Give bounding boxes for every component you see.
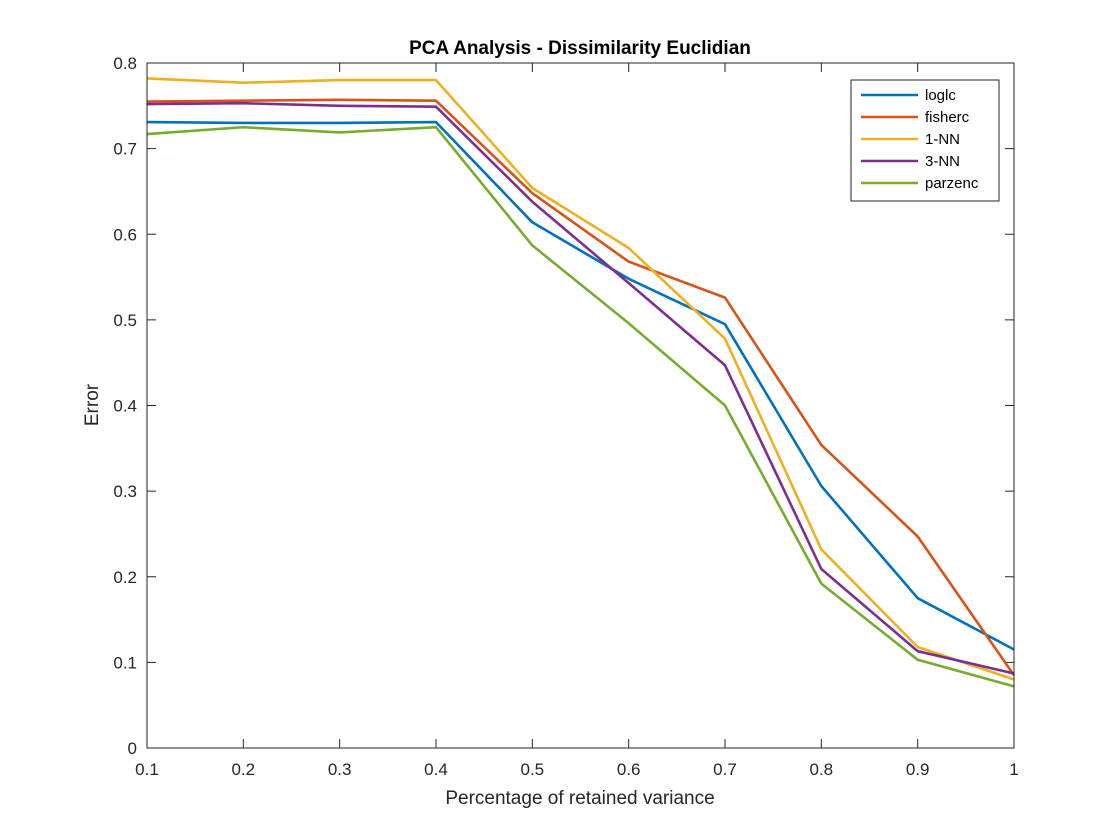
x-tick-label: 1	[1009, 760, 1018, 779]
series-line-3-nn	[146, 101, 1015, 675]
legend-label-1-nn: 1-NN	[925, 131, 960, 148]
x-tick-label: 0.2	[232, 760, 256, 779]
y-tick-label: 0.7	[113, 140, 137, 159]
legend-label-fisherc: fisherc	[925, 109, 970, 126]
y-tick-label: 0.5	[113, 311, 137, 330]
plot-frame	[146, 62, 1015, 749]
legend-box	[850, 79, 1000, 202]
y-tick-label: 0	[128, 739, 137, 758]
y-tick-label: 0.2	[113, 568, 137, 587]
series-line-loglc	[146, 120, 1015, 651]
legend-label-parzenc: parzenc	[925, 175, 979, 192]
legend-label-loglc: loglc	[925, 87, 956, 104]
x-tick-label: 0.9	[906, 760, 930, 779]
x-tick-label: 0.3	[328, 760, 352, 779]
legend: loglc fisherc 1-NN 3-NN parzenc	[850, 79, 1000, 202]
x-tick-label: 0.4	[424, 760, 448, 779]
series-line-1-nn	[146, 77, 1015, 681]
y-tick-label: 0.4	[113, 397, 137, 416]
chart-title: PCA Analysis - Dissimilarity Euclidian	[409, 38, 751, 59]
legend-label-3-nn: 3-NN	[925, 153, 960, 170]
y-tick-label: 0.6	[113, 225, 137, 244]
x-axis-label: Percentage of retained variance	[445, 788, 714, 809]
x-tick-label: 0.1	[135, 760, 159, 779]
axis-ticks: 0.1 0.2 0.3 0.4 0.5 0.6 0.7 0.8 0.9 1 0 0.1 0.2 0.3 0.…	[113, 54, 1018, 779]
y-axis-label: Error	[82, 383, 103, 426]
y-tick-label: 0.3	[113, 482, 137, 501]
series-line-parzenc	[146, 125, 1015, 688]
x-tick-label: 0.5	[521, 760, 545, 779]
series-lines	[146, 77, 1016, 688]
x-tick-label: 0.7	[713, 760, 737, 779]
x-tick-label: 0.6	[617, 760, 641, 779]
series-line-fisherc	[146, 98, 1016, 676]
y-tick-label: 0.8	[113, 54, 137, 73]
y-tick-label: 0.1	[113, 653, 137, 672]
x-tick-label: 0.8	[810, 760, 834, 779]
